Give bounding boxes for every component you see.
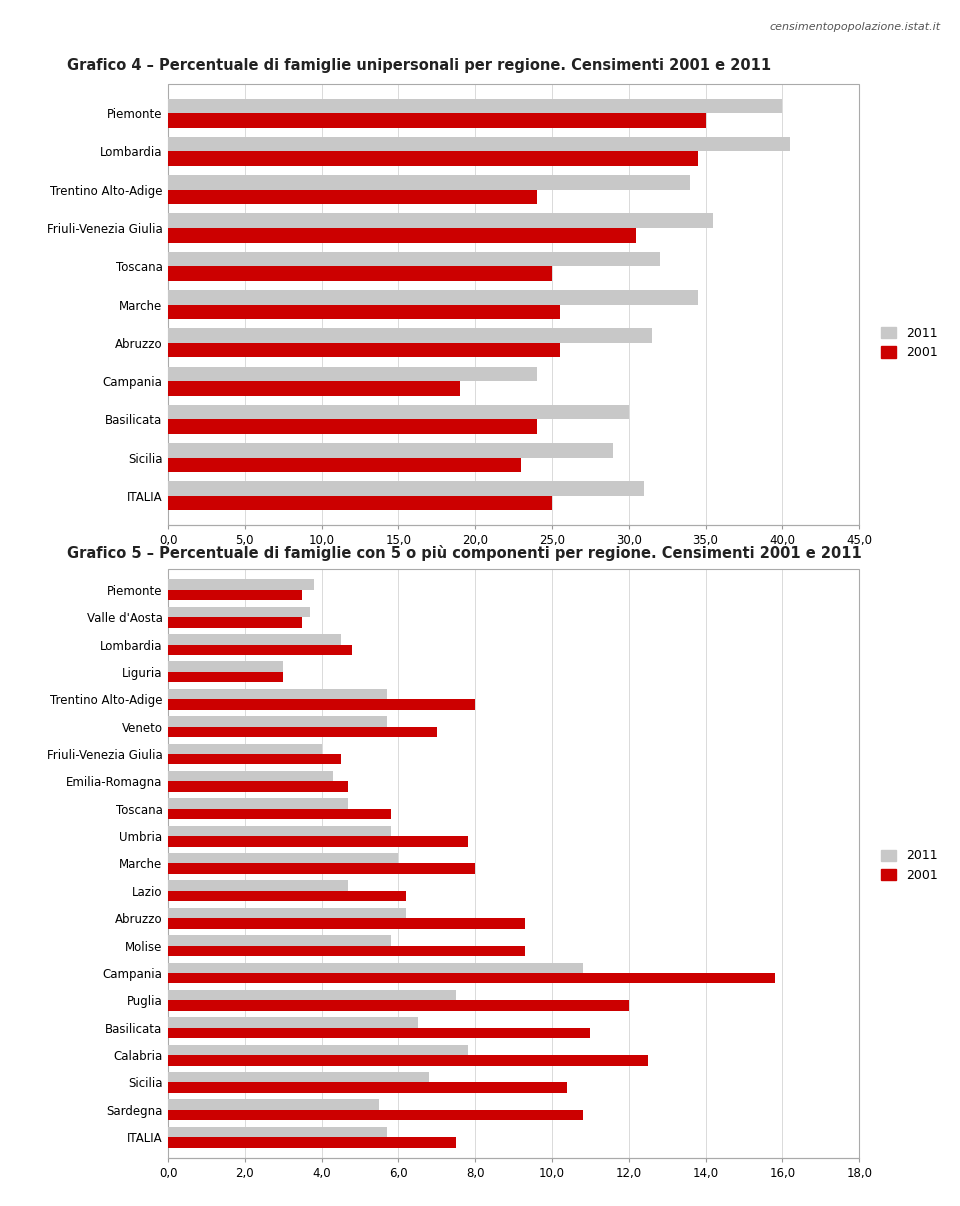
Bar [168,918,525,929]
Bar [168,908,406,918]
Bar [168,744,322,754]
Bar [168,1028,590,1038]
Bar [168,607,310,617]
Bar [168,1055,648,1066]
Bar [168,973,775,983]
Bar [168,727,437,737]
Bar [168,579,314,590]
Bar [168,252,660,267]
Bar [168,836,468,847]
Bar [168,590,302,601]
Bar [168,891,406,901]
Text: censimentopopolazione.istat.it: censimentopopolazione.istat.it [770,22,941,31]
Bar [168,1083,567,1093]
Bar [168,420,537,434]
Bar [168,754,341,765]
Bar [168,496,552,510]
Bar [168,935,391,946]
Bar [168,84,859,525]
Bar [168,343,560,357]
Bar [168,644,352,655]
Bar [168,289,698,305]
Legend: 2011, 2001: 2011, 2001 [876,844,943,886]
Bar [168,1044,468,1055]
Bar [168,213,713,228]
Text: Grafico 4 – Percentuale di famiglie unipersonali per regione. Censimenti 2001 e : Grafico 4 – Percentuale di famiglie unip… [67,58,771,72]
Bar [168,853,398,863]
Bar [168,99,782,113]
Bar [168,152,698,166]
Bar [168,457,521,473]
Bar [168,481,644,496]
Bar [168,569,859,1158]
Bar [168,189,537,204]
Bar [168,716,387,727]
Bar [168,672,283,683]
Bar [168,1100,379,1110]
Bar [168,267,552,281]
Bar [168,328,652,343]
Bar [168,1018,418,1028]
Bar [168,781,348,792]
Bar [168,1126,387,1137]
Bar [168,617,302,627]
Bar [168,771,333,781]
Bar [168,113,706,128]
Bar [168,381,460,396]
Bar [168,689,387,699]
Bar [168,990,456,1000]
Text: Grafico 5 – Percentuale di famiglie con 5 o più componenti per regione. Censimen: Grafico 5 – Percentuale di famiglie con … [67,545,862,561]
Bar [168,1000,629,1011]
Bar [168,798,348,809]
Bar [168,826,391,836]
Bar [168,809,391,819]
Bar [168,175,690,189]
Bar [168,367,537,381]
Bar [168,880,348,891]
Bar [168,962,583,973]
Bar [168,1110,583,1120]
Bar [168,1072,429,1083]
Legend: 2011, 2001: 2011, 2001 [876,322,943,364]
Bar [168,946,525,956]
Bar [168,305,560,320]
Bar [168,228,636,242]
Bar [168,661,283,672]
Bar [168,136,790,152]
Bar [168,1137,456,1148]
Bar [168,634,341,644]
Bar [168,699,475,709]
Bar [168,863,475,874]
Bar [168,405,629,420]
Bar [168,443,613,457]
